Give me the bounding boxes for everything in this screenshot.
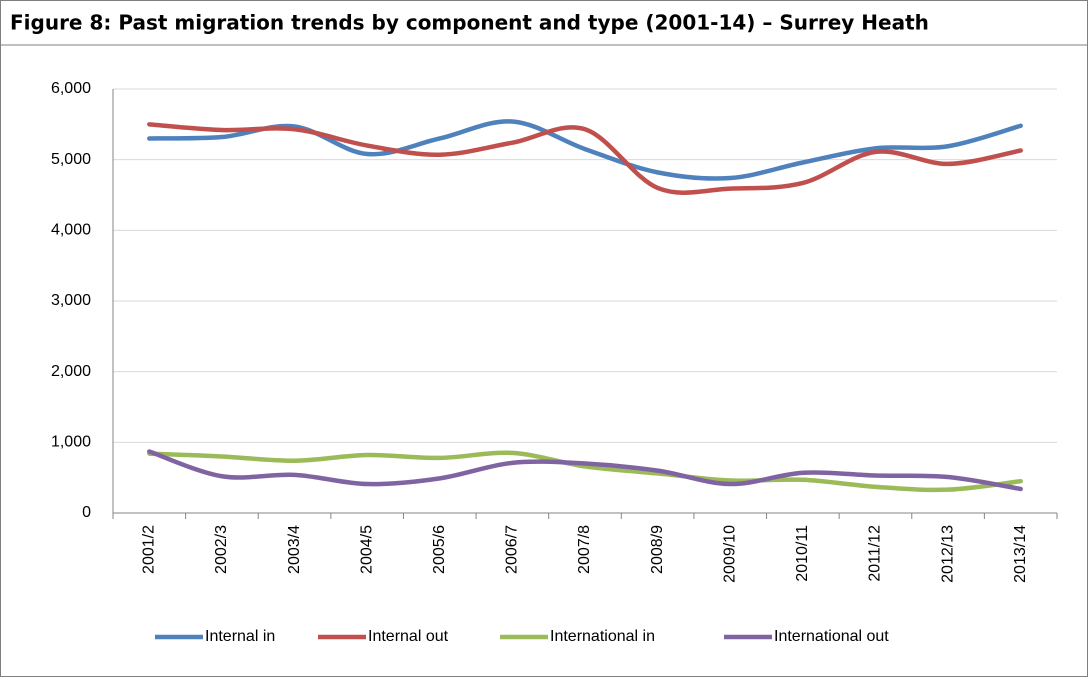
series-line xyxy=(147,450,1023,493)
y-tick-label: 3,000 xyxy=(51,292,91,309)
y-tick-label: 5,000 xyxy=(51,151,91,168)
y-tick-label: 4,000 xyxy=(51,222,91,239)
y-tick-label: 1,000 xyxy=(51,434,91,451)
x-tick-label: 2003/4 xyxy=(286,525,303,574)
x-tick-label: 2011/12 xyxy=(867,525,884,582)
series-line xyxy=(147,449,1023,492)
chart-title: Figure 8: Past migration trends by compo… xyxy=(10,11,929,35)
x-tick-label: 2013/14 xyxy=(1012,525,1029,583)
y-tick-label: 2,000 xyxy=(51,363,91,380)
legend-label: International in xyxy=(550,628,655,645)
x-tick-label: 2009/10 xyxy=(721,525,738,583)
x-tick-label: 2010/11 xyxy=(794,525,811,582)
x-tick-label: 2008/9 xyxy=(649,525,666,574)
x-tick-label: 2004/5 xyxy=(358,525,375,574)
legend-label: Internal in xyxy=(205,628,275,645)
series-line xyxy=(147,119,1023,181)
legend-label: International out xyxy=(774,628,889,645)
x-tick-label: 2007/8 xyxy=(576,525,593,574)
x-tick-label: 2001/2 xyxy=(141,525,158,574)
x-tick-label: 2006/7 xyxy=(504,525,521,574)
x-tick-label: 2012/13 xyxy=(939,525,956,583)
series-line xyxy=(147,122,1023,195)
y-tick-label: 0 xyxy=(82,504,91,521)
y-tick-label: 6,000 xyxy=(51,80,91,97)
x-tick-label: 2002/3 xyxy=(213,525,230,574)
legend-label: Internal out xyxy=(368,628,449,645)
x-tick-label: 2005/6 xyxy=(431,525,448,574)
